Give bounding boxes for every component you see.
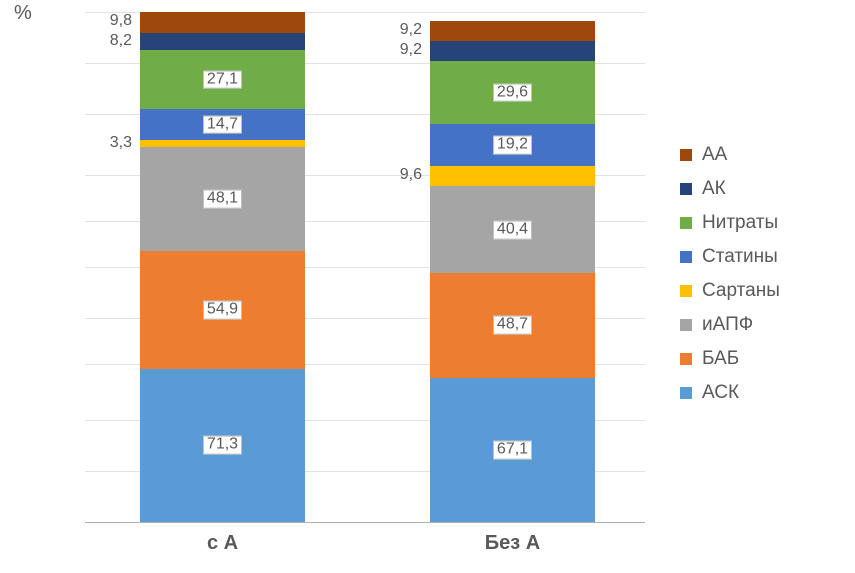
legend-item: иАПФ [680, 315, 835, 334]
bar-seg-Нитраты: 29,6 [430, 61, 595, 125]
legend-swatch [680, 353, 692, 365]
bar-seg-иАПФ: 40,4 [430, 186, 595, 273]
bar-seg-Статины: 19,2 [430, 124, 595, 165]
legend-label: Статины [702, 247, 778, 266]
bar-seg-АСК: 67,1 [430, 378, 595, 522]
value-label: 48,7 [493, 316, 532, 335]
plot-area: 71,3 54,9 48,1 14,7 27,1 67,1 48,7 40,4 19,2 29,6 [85, 12, 645, 523]
value-label: 48,1 [203, 190, 242, 209]
bar-seg-Сартаны [140, 140, 305, 147]
legend-label: Сартаны [702, 281, 780, 300]
y-axis-title: % [14, 2, 32, 25]
legend-swatch [680, 149, 692, 161]
value-label-ext: 9,6 [380, 166, 422, 184]
legend-label: АК [702, 179, 726, 198]
legend-item: Сартаны [680, 281, 835, 300]
value-label: 71,3 [203, 436, 242, 455]
legend-label: иАПФ [702, 315, 753, 334]
bar-seg-Статины: 14,7 [140, 109, 305, 141]
bar-seg-БАБ: 48,7 [430, 273, 595, 378]
bar-seg-Нитраты: 27,1 [140, 50, 305, 108]
bar-seg-Сартаны [430, 166, 595, 187]
value-label-ext: 9,2 [380, 41, 422, 59]
stacked-bar-chart: % 71,3 54,9 48,1 14,7 27,1 67,1 48,7 40,4 19,2 29… [0, 0, 855, 573]
bar-seg-АК [140, 33, 305, 51]
value-label: 54,9 [203, 300, 242, 319]
legend-item: Статины [680, 247, 835, 266]
value-label: 19,2 [493, 136, 532, 155]
bar-seg-АА [140, 12, 305, 33]
x-axis-category: Без А [430, 532, 595, 555]
legend-label: АА [702, 145, 727, 164]
value-label-ext: 8,2 [90, 32, 132, 50]
bar-group: 71,3 54,9 48,1 14,7 27,1 [140, 12, 305, 522]
value-label: 27,1 [203, 70, 242, 89]
bar-seg-иАПФ: 48,1 [140, 147, 305, 250]
legend-item: БАБ [680, 349, 835, 368]
bar-seg-АА [430, 21, 595, 41]
legend-swatch [680, 285, 692, 297]
bar-seg-БАБ: 54,9 [140, 251, 305, 369]
legend-label: АСК [702, 383, 739, 402]
legend-swatch [680, 183, 692, 195]
bar-seg-АК [430, 41, 595, 61]
legend-swatch [680, 217, 692, 229]
legend-label: Нитраты [702, 213, 778, 232]
legend-item: АСК [680, 383, 835, 402]
legend-item: АК [680, 179, 835, 198]
legend-swatch [680, 387, 692, 399]
x-axis-category: с А [140, 532, 305, 555]
legend: АА АК Нитраты Статины Сартаны иАПФ БАБ АСК [680, 145, 835, 417]
value-label-ext: 3,3 [90, 134, 132, 152]
legend-item: Нитраты [680, 213, 835, 232]
legend-swatch [680, 251, 692, 263]
bar-group: 67,1 48,7 40,4 19,2 29,6 [430, 12, 595, 522]
value-label-ext: 9,8 [90, 12, 132, 30]
legend-item: АА [680, 145, 835, 164]
value-label: 67,1 [493, 440, 532, 459]
value-label: 29,6 [493, 83, 532, 102]
value-label-ext: 9,2 [380, 21, 422, 39]
value-label: 14,7 [203, 115, 242, 134]
value-label: 40,4 [493, 220, 532, 239]
legend-swatch [680, 319, 692, 331]
bar-seg-АСК: 71,3 [140, 369, 305, 522]
legend-label: БАБ [702, 349, 739, 368]
